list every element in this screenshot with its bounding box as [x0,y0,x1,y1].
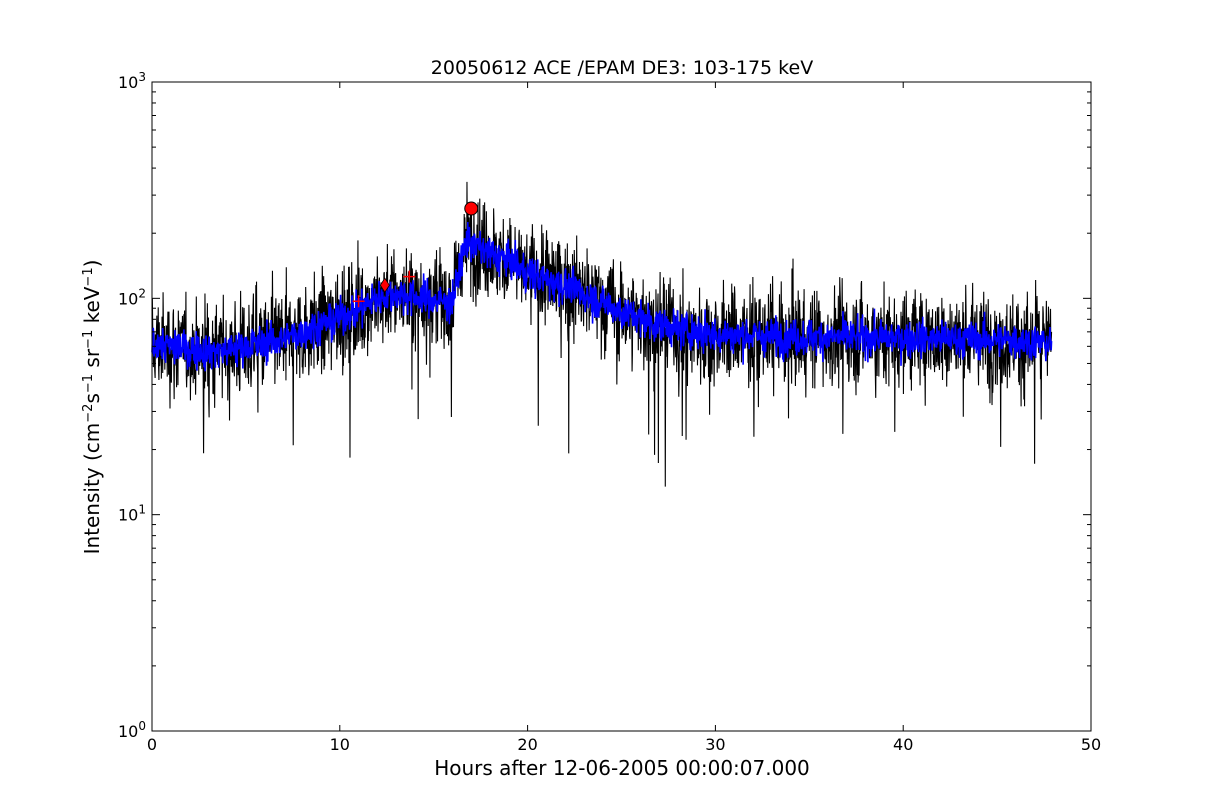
y-label-sup2: −1 [81,374,96,393]
x-axis: 0 10 20 30 40 50 [147,82,1101,754]
marker-plus-3 [403,270,416,283]
y-label-s: s [80,393,104,403]
marker-peak-circle [464,201,479,216]
y-axis-label: Intensity (cm−2s−1 sr−1 keV−1) [80,260,104,555]
y-label-prefix: Intensity (cm [80,423,104,555]
x-tick-label: 50 [1081,735,1101,754]
y-tick-label: 103 [118,70,146,92]
y-label-suffix: ) [80,260,104,268]
y-label-sr: sr [80,348,104,374]
y-axis: 100 101 102 103 [118,70,1091,741]
x-tick-label: 10 [330,735,350,754]
x-axis-label: Hours after 12-06-2005 00:00:07.000 [434,756,810,780]
y-tick-label: 100 [118,719,146,741]
plot-frame [151,81,1092,732]
y-label-kev: keV [80,286,104,330]
x-tick-label: 20 [517,735,537,754]
x-tick-label: 30 [705,735,725,754]
chart-title: 20050612 ACE /EPAM DE3: 103-175 keV [431,57,813,79]
y-label-sup1: −2 [81,404,96,423]
y-tick-label: 102 [118,286,146,308]
marker-plus-2 [352,295,365,308]
marker-diamond [379,277,390,293]
x-tick-label: 40 [893,735,913,754]
plot-area [151,181,1053,487]
y-tick-label: 101 [118,503,146,525]
y-label-sup3: −1 [81,330,96,349]
x-tick-label: 0 [147,735,157,754]
y-label-sup4: −1 [81,267,96,286]
series-line-smoothed [151,222,1053,372]
